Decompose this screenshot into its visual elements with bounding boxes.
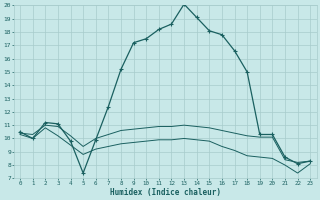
X-axis label: Humidex (Indice chaleur): Humidex (Indice chaleur) bbox=[110, 188, 220, 197]
